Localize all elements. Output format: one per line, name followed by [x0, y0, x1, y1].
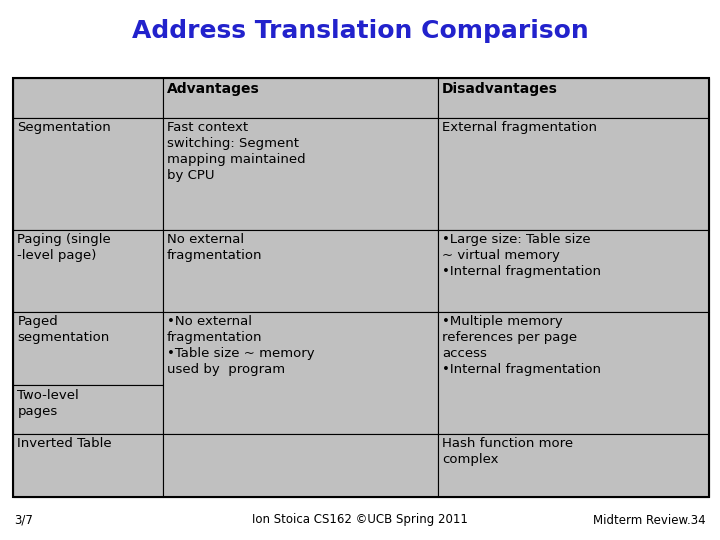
Bar [13, 230, 163, 312]
Bar [163, 230, 438, 312]
Bar [438, 118, 709, 230]
Bar [438, 78, 709, 118]
Text: •Large size: Table size
~ virtual memory
•Internal fragmentation: •Large size: Table size ~ virtual memory… [442, 233, 601, 278]
Bar [13, 78, 163, 118]
Bar [163, 78, 438, 118]
Text: •No external
fragmentation
•Table size ~ memory
used by  program: •No external fragmentation •Table size ~… [167, 315, 315, 376]
Text: Midterm Review.34: Midterm Review.34 [593, 514, 706, 526]
Text: Ion Stoica CS162 ©UCB Spring 2011: Ion Stoica CS162 ©UCB Spring 2011 [252, 514, 468, 526]
Text: Inverted Table: Inverted Table [17, 437, 112, 450]
Text: Disadvantages: Disadvantages [442, 82, 558, 96]
Text: 3/7: 3/7 [14, 514, 33, 526]
Text: •Multiple memory
references per page
access
•Internal fragmentation: •Multiple memory references per page acc… [442, 315, 601, 376]
Text: Fast context
switching: Segment
mapping maintained
by CPU: Fast context switching: Segment mapping … [167, 122, 305, 183]
Bar [13, 385, 163, 434]
Bar [438, 312, 709, 434]
Text: Two-level
pages: Two-level pages [17, 388, 79, 417]
Bar [163, 434, 438, 497]
Text: Paging (single
-level page): Paging (single -level page) [17, 233, 111, 262]
Text: Segmentation: Segmentation [17, 122, 111, 134]
Bar [163, 312, 438, 434]
Text: Hash function more
complex: Hash function more complex [442, 437, 573, 466]
Bar [13, 78, 709, 497]
Text: Paged
segmentation: Paged segmentation [17, 315, 109, 344]
Bar [13, 118, 163, 230]
Bar [163, 118, 438, 230]
Text: External fragmentation: External fragmentation [442, 122, 597, 134]
Bar [13, 434, 163, 497]
Text: Address Translation Comparison: Address Translation Comparison [132, 19, 588, 43]
Text: No external
fragmentation: No external fragmentation [167, 233, 263, 262]
Text: Advantages: Advantages [167, 82, 260, 96]
Bar [438, 230, 709, 312]
Bar [438, 434, 709, 497]
Bar [13, 312, 163, 385]
